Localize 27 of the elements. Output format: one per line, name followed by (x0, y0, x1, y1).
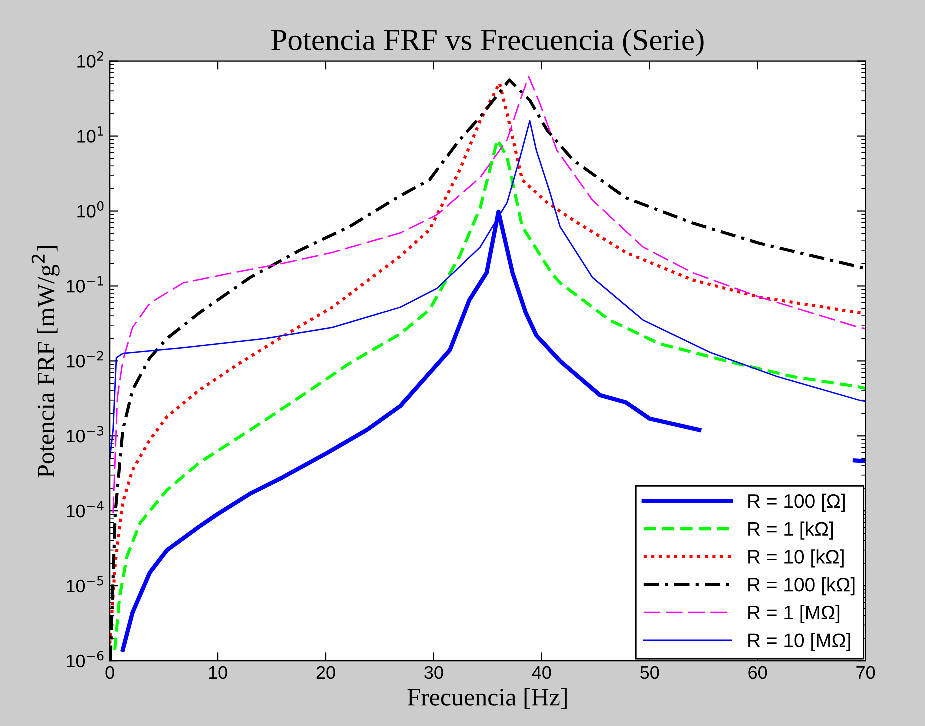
line-series (112, 76, 866, 514)
x-tick-label: 50 (640, 666, 660, 680)
y-tick-label: 10$^{2}$ (78, 51, 104, 68)
y-tick-label: 10$^{−5}$ (67, 576, 104, 593)
y-tick-label: 10$^{−4}$ (67, 501, 104, 518)
legend-label: R = 1 [kΩ] (748, 522, 834, 540)
chart-title: Potencia FRF vs Frecuencia (Serie) (272, 29, 704, 57)
x-tick-label: 60 (748, 666, 768, 680)
y-tick-label: 10$^{0}$ (78, 201, 104, 218)
x-tick-label: 10 (209, 666, 228, 680)
legend-label: R = 100 [Ω] (748, 494, 845, 512)
legend-label: R = 1 [MΩ] (748, 605, 840, 624)
x-tick-label: 40 (532, 666, 552, 680)
x-tick-label: 30 (424, 666, 444, 680)
x-tick-label: 0 (106, 666, 114, 680)
y-tick-label: 10$^{−6}$ (67, 651, 104, 668)
legend-label: R = 10 [kΩ] (748, 550, 844, 568)
legend-label: R = 10 [MΩ] (748, 633, 850, 652)
x-axis-title: Frecuencia [Hz] (408, 688, 567, 709)
y-tick-label: 10$^{−2}$ (67, 351, 104, 368)
y-tick-label: 10$^{−1}$ (67, 276, 104, 293)
legend-label: R = 100 [kΩ] (748, 577, 855, 596)
x-tick-label: 70 (856, 666, 876, 680)
x-tick-label: 20 (316, 666, 336, 680)
y-axis-title: Potencia FRF [mW/g$^{2}$] (32, 246, 60, 478)
y-tick-label: 10$^{−3}$ (67, 426, 104, 443)
y-tick-label: 10$^{1}$ (78, 126, 104, 143)
